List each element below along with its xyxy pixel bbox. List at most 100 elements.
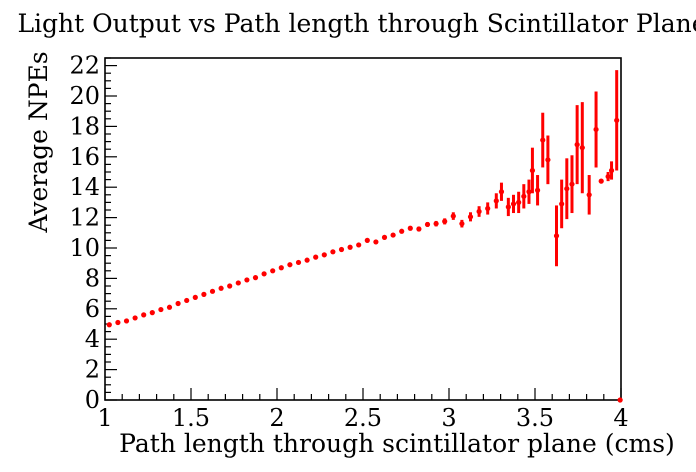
- x-tick-label: 1: [97, 404, 112, 432]
- data-marker: [516, 199, 522, 205]
- data-point: [559, 179, 565, 229]
- data-marker: [559, 201, 565, 207]
- data-point: [141, 312, 147, 318]
- data-point: [424, 221, 431, 228]
- data-point: [526, 179, 532, 204]
- data-marker: [175, 300, 181, 307]
- data-point: [505, 197, 511, 217]
- x-tick-label: 3: [441, 404, 456, 432]
- data-point: [399, 228, 405, 234]
- data-marker: [534, 187, 541, 193]
- data-marker: [526, 189, 532, 195]
- data-marker: [505, 204, 511, 210]
- data-marker: [605, 173, 611, 180]
- data-marker: [399, 228, 405, 234]
- data-marker: [201, 291, 207, 297]
- data-point: [227, 283, 233, 289]
- data-marker: [424, 221, 431, 228]
- data-point: [330, 249, 336, 255]
- data-point: [184, 297, 190, 304]
- data-marker: [586, 192, 592, 198]
- data-point: [321, 252, 327, 258]
- data-point: [605, 172, 611, 182]
- data-points: [106, 70, 623, 403]
- data-marker: [450, 213, 456, 219]
- data-point: [218, 285, 224, 291]
- data-marker: [235, 280, 241, 286]
- y-tick-label: 0: [85, 386, 100, 414]
- data-marker: [347, 244, 353, 250]
- data-point: [287, 262, 293, 268]
- data-point: [608, 161, 615, 180]
- y-tick-label: 2: [85, 356, 100, 384]
- plot-border: [104, 57, 622, 401]
- data-marker: [598, 178, 604, 184]
- data-marker: [132, 315, 138, 321]
- data-point: [347, 244, 353, 250]
- data-point: [617, 397, 623, 403]
- data-point: [313, 254, 319, 260]
- data-point: [261, 271, 267, 277]
- data-marker: [295, 259, 302, 266]
- data-point: [467, 212, 474, 222]
- data-point: [338, 246, 345, 253]
- data-point: [545, 135, 551, 185]
- data-point: [270, 268, 276, 274]
- data-point: [106, 322, 112, 328]
- data-point: [356, 242, 362, 248]
- x-tick-label: 3.5: [516, 404, 554, 432]
- data-marker: [390, 232, 396, 238]
- y-tick-label: 10: [69, 234, 100, 262]
- data-marker: [313, 254, 319, 260]
- data-marker: [529, 167, 536, 174]
- data-marker: [553, 233, 560, 239]
- data-marker: [433, 221, 439, 227]
- data-marker: [287, 262, 293, 268]
- data-point: [278, 265, 284, 271]
- data-marker: [106, 322, 112, 328]
- y-tick-label: 4: [85, 325, 100, 353]
- data-marker: [614, 117, 620, 123]
- data-marker: [569, 181, 575, 187]
- data-marker: [564, 186, 570, 192]
- data-point: [521, 184, 527, 209]
- data-point: [149, 310, 155, 316]
- x-axis-label: Path length through scintillator plane (…: [119, 429, 675, 458]
- data-point: [364, 237, 370, 243]
- data-point: [373, 239, 379, 245]
- data-point: [304, 257, 310, 263]
- data-marker: [485, 205, 491, 212]
- data-point: [442, 218, 448, 225]
- data-marker: [459, 221, 465, 227]
- y-tick-label: 6: [85, 295, 100, 323]
- data-marker: [338, 246, 345, 253]
- data-point: [574, 105, 580, 185]
- data-point: [235, 280, 241, 286]
- data-point: [614, 70, 620, 171]
- data-point: [485, 202, 491, 215]
- data-point: [569, 155, 575, 214]
- data-marker: [149, 310, 155, 316]
- x-tick-label: 4: [613, 404, 628, 432]
- data-marker: [356, 242, 362, 248]
- data-marker: [476, 208, 482, 215]
- y-axis-label: Average NPEs: [24, 51, 53, 233]
- y-tick-label: 16: [69, 143, 100, 171]
- data-marker: [364, 237, 370, 243]
- data-marker: [381, 234, 388, 240]
- data-marker: [467, 214, 474, 220]
- data-point: [209, 288, 216, 294]
- x-tick-label: 2: [269, 404, 284, 432]
- data-point: [123, 318, 130, 324]
- data-point: [132, 315, 138, 321]
- data-marker: [252, 275, 259, 281]
- y-tick-label: 18: [69, 112, 100, 140]
- data-marker: [545, 157, 551, 163]
- data-marker: [261, 271, 267, 277]
- data-point: [450, 212, 456, 220]
- data-point: [586, 175, 592, 215]
- data-point: [295, 259, 302, 266]
- data-point: [175, 300, 181, 307]
- data-marker: [115, 319, 121, 326]
